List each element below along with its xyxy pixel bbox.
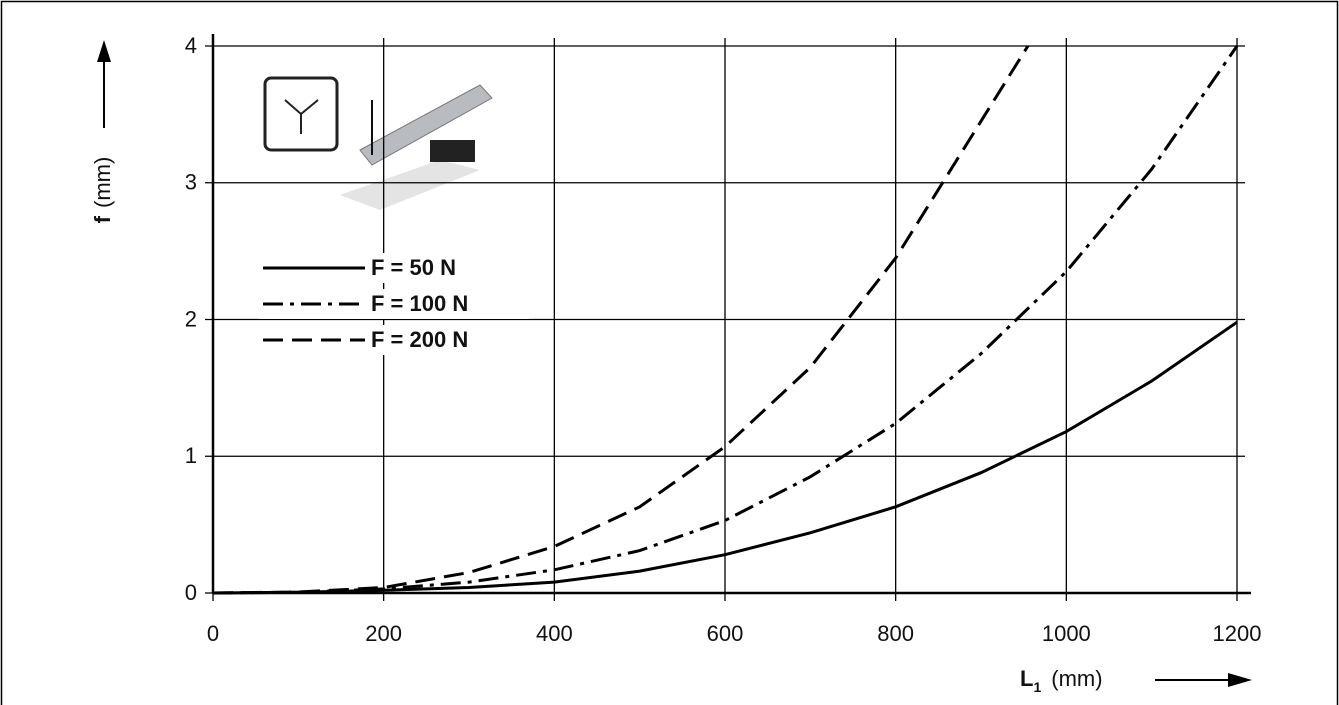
y-tick-label: 3: [185, 170, 197, 195]
y-tick-label: 2: [185, 306, 197, 331]
x-arrow-head: [1228, 673, 1252, 687]
x-tick-label: 1000: [1042, 621, 1091, 646]
y-tick-label: 0: [185, 580, 197, 605]
x-label-unit: (mm): [1051, 666, 1102, 691]
legend-label: F = 200 N: [371, 327, 468, 352]
chart: 01234020040060080010001200f(mm)L1(mm)F =…: [0, 0, 1339, 705]
frame: [2, 2, 1338, 705]
y-label-unit: (mm): [90, 157, 115, 208]
y-label: f (mm): [90, 157, 115, 224]
x-label-sub: 1: [1033, 679, 1041, 695]
x-tick-label: 600: [707, 621, 744, 646]
x-label: L1 (mm): [1020, 666, 1103, 695]
y-tick-label: 4: [185, 33, 197, 58]
page: 01234020040060080010001200f(mm)L1(mm)F =…: [0, 0, 1339, 705]
x-tick-label: 400: [536, 621, 573, 646]
x-tick-label: 800: [877, 621, 914, 646]
x-tick-label: 0: [207, 621, 219, 646]
y-tick-label: 1: [185, 443, 197, 468]
y-label-symbol: f: [90, 215, 115, 223]
illustration: [265, 78, 492, 210]
x-label-symbol: L: [1020, 666, 1033, 691]
motor: [430, 140, 475, 162]
y-arrow-head: [97, 40, 111, 62]
legend-label: F = 100 N: [371, 291, 468, 316]
x-tick-label: 1200: [1213, 621, 1262, 646]
x-tick-label: 200: [365, 621, 402, 646]
base-plate: [340, 160, 480, 210]
legend-label: F = 50 N: [371, 255, 456, 280]
